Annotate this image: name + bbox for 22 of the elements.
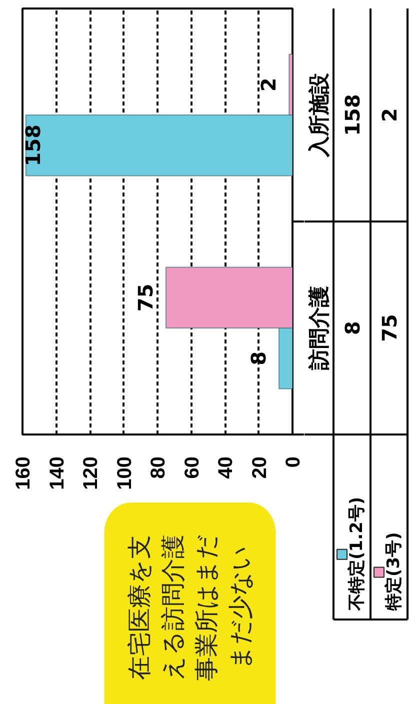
x-tick-label: 0 (282, 456, 304, 468)
data-label: 158 (340, 94, 364, 136)
data-label: 8 (340, 321, 364, 335)
legend-label: 特定(3号) (384, 532, 404, 612)
legend-label: 不特定(1.2号) (347, 496, 367, 612)
x-tick-label: 160 (12, 456, 34, 490)
x-tick-label: 100 (114, 456, 136, 490)
text: 在宅医療を支える訪問介護事業所はまだまだ少ない (126, 534, 254, 681)
x-tick-label: 120 (80, 456, 102, 490)
x-tick-label: 140 (46, 456, 68, 490)
text: 8 (246, 351, 270, 366)
y-tick-label: 入所施設 (307, 72, 331, 158)
text: 2 (256, 78, 281, 92)
data-label: 75 (378, 314, 402, 342)
x-tick-label: 40 (215, 456, 237, 479)
text: 75 (133, 284, 158, 312)
x-tick-label: 60 (181, 456, 204, 479)
data-label: 2 (378, 108, 402, 122)
x-tick-label: 20 (248, 456, 271, 479)
text: 158 (21, 124, 45, 166)
y-tick-label: 訪問介護 (307, 286, 331, 371)
x-tick-label: 80 (148, 456, 170, 479)
